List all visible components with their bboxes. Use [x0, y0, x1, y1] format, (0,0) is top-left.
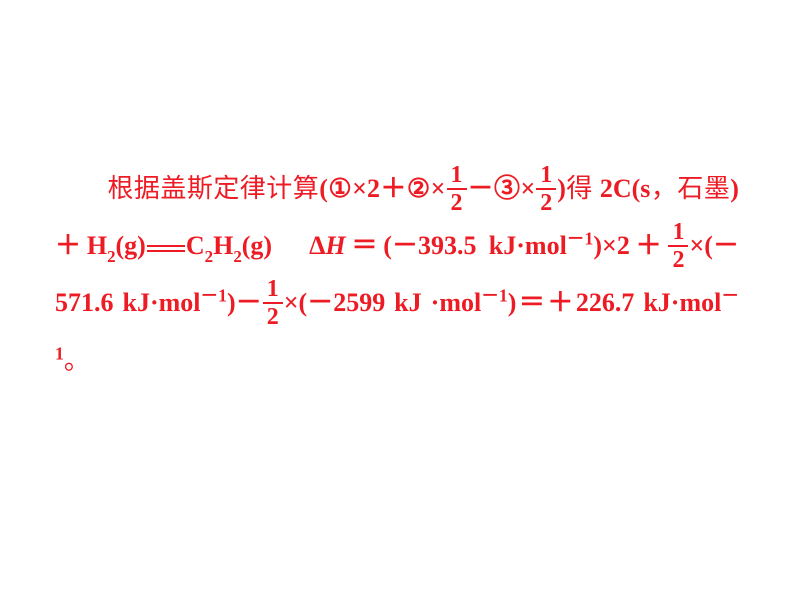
reaction-bar-icon	[147, 245, 185, 252]
graphite: 石墨	[677, 174, 730, 203]
fraction-3: 12	[668, 220, 688, 272]
fraction-4: 12	[263, 277, 283, 329]
calc-prefix: 根据盖斯定律计算	[107, 174, 319, 203]
problem-text: 根据盖斯定律计算(①×2＋②×12－③×12)得 2C(s，石墨)＋H2(g)C…	[55, 160, 739, 389]
fraction-1: 12	[447, 163, 467, 215]
fraction-2: 12	[536, 163, 556, 215]
